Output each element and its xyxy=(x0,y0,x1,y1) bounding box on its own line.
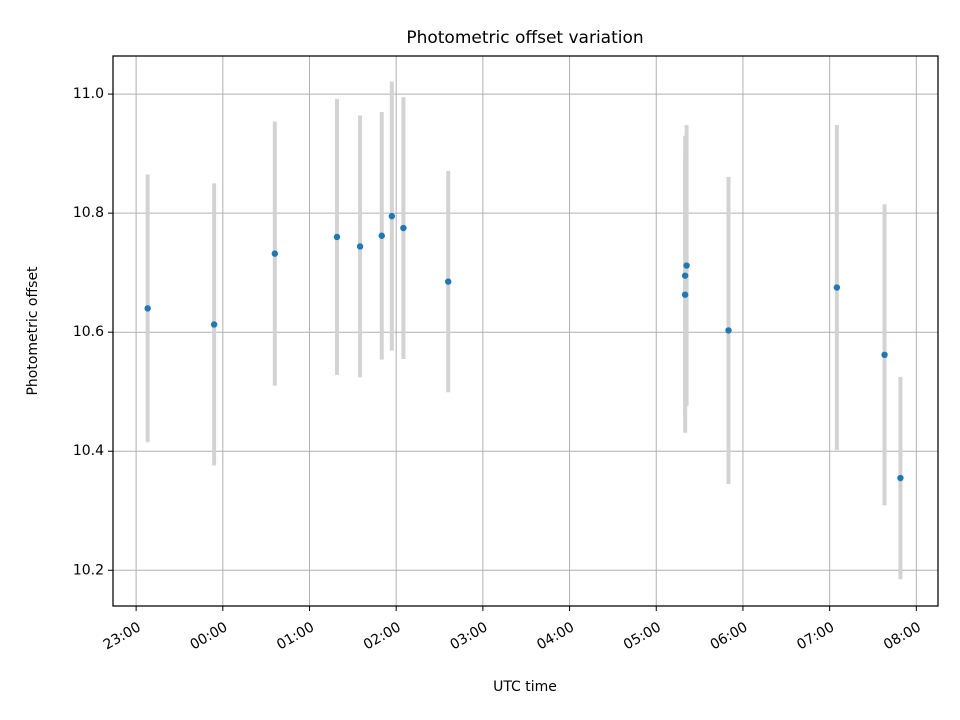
data-point xyxy=(333,233,341,241)
data-point xyxy=(144,305,151,312)
data-point xyxy=(378,232,385,239)
plot-frame xyxy=(112,55,939,607)
data-point xyxy=(881,351,888,359)
data-point xyxy=(210,321,218,328)
data-point xyxy=(356,243,364,250)
y-tick-label: 10.2 xyxy=(73,562,104,578)
data-point xyxy=(683,262,690,269)
data-point xyxy=(681,291,689,298)
data-point xyxy=(725,327,732,334)
data-point xyxy=(897,474,904,482)
y-axis-label: Photometric offset xyxy=(25,266,41,396)
data-point xyxy=(681,272,689,279)
data-point xyxy=(833,284,841,291)
y-tick-label: 10.4 xyxy=(73,443,104,459)
data-point xyxy=(388,212,396,220)
y-tick-label: 11.0 xyxy=(73,86,104,102)
grid-lines xyxy=(113,56,938,606)
x-axis-label: UTC time xyxy=(493,679,557,695)
y-tick-label: 10.8 xyxy=(73,205,104,221)
data-point xyxy=(445,278,452,285)
y-tick-label: 10.6 xyxy=(73,324,104,340)
chart-title: Photometric offset variation xyxy=(406,28,643,48)
data-point xyxy=(271,250,279,257)
data-points xyxy=(144,212,904,482)
data-point xyxy=(400,224,407,232)
